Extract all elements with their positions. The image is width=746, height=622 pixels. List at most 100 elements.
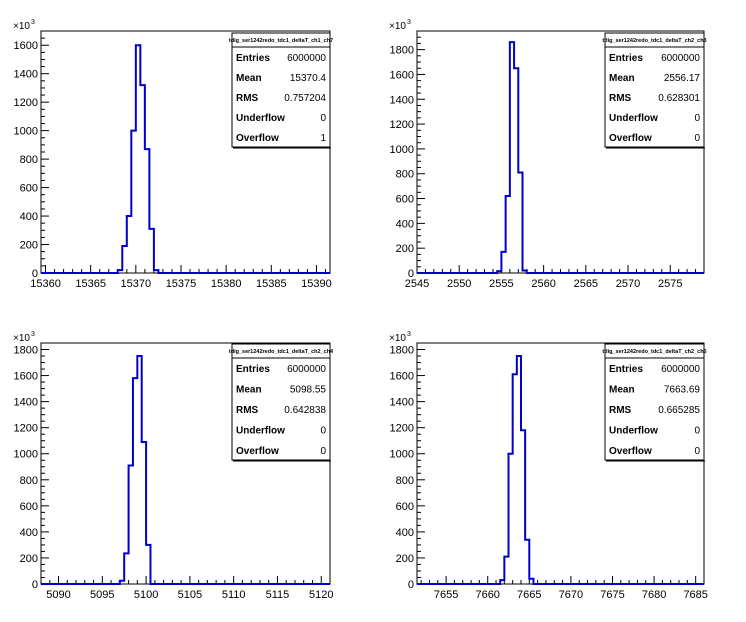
x-tick-label: 2555 [489,278,513,290]
stats-box: tdig_ser1242redo_tdc1_deltaT_ch2_ch3 Entr… [602,32,707,149]
histogram-bin [529,579,533,584]
x-tick-label: 2560 [531,278,555,290]
y-tick-label: 1400 [390,397,414,409]
stats-box-frame [604,32,705,148]
histogram-bin [129,465,133,584]
stat-name: Underflow [609,425,658,436]
stat-value: 0 [694,425,700,436]
y-tick-label: 400 [396,527,414,539]
x-tick-label: 5095 [90,589,114,601]
stats-box-frame [231,343,331,461]
y-tick-label: 1400 [14,69,38,81]
stat-value: 0 [320,113,326,124]
y-tick-label: 1200 [14,423,38,435]
stat-name: RMS [236,93,259,104]
histogram-bin [504,557,508,584]
x-tick-label: 7680 [642,589,666,601]
stat-name: RMS [236,405,259,416]
histogram-bin [137,356,141,584]
stats-box-frame [604,343,705,461]
histogram-bin [120,581,124,584]
x-tick-label: 2550 [447,278,471,290]
x-tick-label: 5105 [178,589,202,601]
x-tick-label: 5120 [309,589,333,601]
x-tick-label: 5100 [134,589,158,601]
histogram-pad-2: 2545 2550 2555 2560 2565 2570 2575 0 200 400 600 80… [389,19,707,290]
histogram-pad-4: 7655 7660 7665 7670 7675 7680 7685 0 200 400 600 80… [389,331,708,601]
stat-value: 0.665285 [658,405,700,416]
stat-value: 0.757204 [284,93,326,104]
x-tick-label: 5090 [46,589,70,601]
stat-name: Overflow [236,133,279,144]
stat-name: Mean [236,385,262,396]
y-multiplier-exponent: 3 [407,331,411,338]
y-multiplier-label: ×10 [389,21,406,32]
stat-name: Underflow [236,113,285,124]
histogram-bin [510,42,514,273]
y-tick-label: 1400 [14,397,38,409]
x-tick-label: 2565 [574,278,598,290]
y-tick-label: 800 [20,154,38,166]
y-tick-label: 1600 [390,69,414,81]
y-tick-label: 400 [396,218,414,230]
y-tick-label: 1600 [14,371,38,383]
histogram-bin [525,540,529,584]
stat-value: 0 [694,133,700,144]
y-tick-label: 200 [396,243,414,255]
x-tick-label: 7660 [475,589,499,601]
x-tick-label: 15370 [121,278,152,290]
y-tick-label: 1000 [14,126,38,138]
histogram-bin [514,68,518,273]
stat-value: 6000000 [287,53,326,64]
stats-box-title: tdig_ser1242redo_tdc1_deltaT_ch2_ch5 [602,349,706,355]
histogram-line [41,44,330,274]
histogram-bin [118,270,123,273]
y-tick-label: 1400 [390,94,414,106]
stat-name: RMS [609,93,632,104]
stats-box-title: tdig_ser1242redo_tdc1_deltaT_ch1_ch7 [229,38,333,44]
histogram-bin [133,378,137,584]
histogram-bin [500,580,504,584]
y-tick-label: 1600 [14,40,38,52]
histogram-bin [127,216,132,273]
y-multiplier-label: ×10 [389,333,406,344]
stat-name: Overflow [609,446,652,457]
stat-value: 1 [320,133,326,144]
y-tick-label: 1200 [390,423,414,435]
y-tick-label: 0 [408,579,414,591]
histogram-bin [506,196,510,273]
stat-value: 0 [694,113,700,124]
histogram-bin [501,252,505,273]
y-tick-label: 1000 [14,449,38,461]
y-multiplier-label: ×10 [13,21,30,32]
y-tick-label: 1800 [14,345,38,357]
y-tick-label: 800 [20,475,38,487]
x-tick-label: 7675 [600,589,624,601]
histogram-bin [146,545,150,584]
histogram-bin [145,149,150,273]
stat-name: Mean [609,385,635,396]
y-tick-label: 1200 [390,119,414,131]
stat-name: Entries [609,53,643,64]
y-multiplier-exponent: 3 [31,331,35,338]
stat-value: 6000000 [661,364,700,375]
x-tick-label: 7665 [517,589,541,601]
stat-name: Entries [609,364,643,375]
y-tick-label: 1000 [390,144,414,156]
y-tick-label: 600 [396,194,414,206]
y-tick-label: 1000 [390,449,414,461]
histogram-bin [122,246,127,273]
y-tick-label: 0 [32,268,38,280]
histogram-pad-1: 15360 15365 15370 15375 15380 15385 15390 0 200 4… [13,19,333,290]
stat-name: Entries [236,364,270,375]
stat-name: Underflow [236,425,285,436]
stats-box: tdig_ser1242redo_tdc1_deltaT_ch2_ch4 Entr… [229,343,334,462]
y-tick-label: 600 [20,183,38,195]
histogram-bin [497,271,501,273]
histogram-bin [154,270,159,273]
stat-name: Entries [236,53,270,64]
x-tick-label: 5110 [222,589,246,601]
histogram-bin [521,430,525,584]
y-tick-label: 0 [32,579,38,591]
